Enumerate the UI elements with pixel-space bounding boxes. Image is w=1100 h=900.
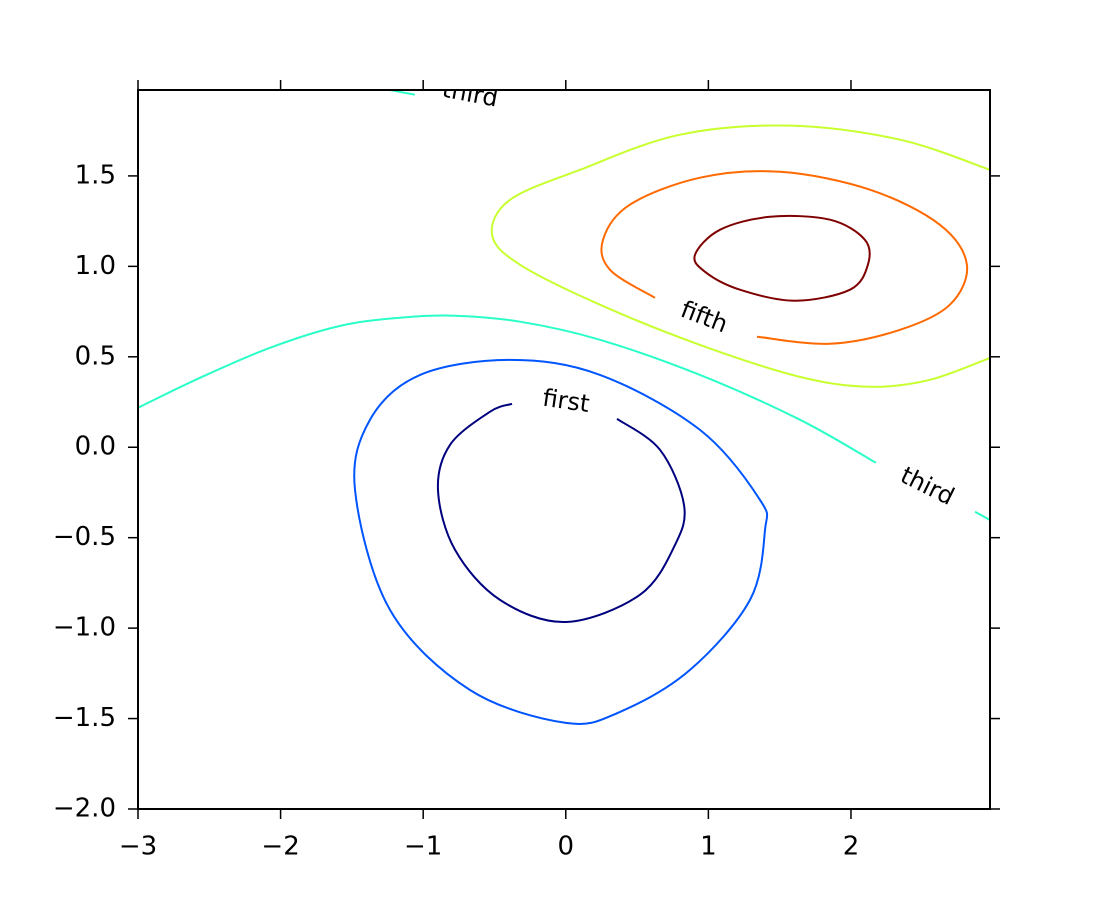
y-tick-label: −0.5 bbox=[53, 522, 116, 552]
x-tick-label: −3 bbox=[119, 832, 157, 862]
y-tick-label: −1.0 bbox=[53, 613, 116, 643]
contour-line bbox=[353, 358, 769, 725]
y-tick-label: 1.0 bbox=[75, 251, 116, 281]
x-tick-label: 0 bbox=[558, 832, 575, 862]
contour-label: first bbox=[541, 384, 591, 418]
y-tick-label: 0.0 bbox=[75, 432, 116, 462]
y-tick-label: 1.5 bbox=[75, 160, 116, 190]
contour-line bbox=[387, 90, 416, 96]
y-tick-label: −1.5 bbox=[53, 703, 116, 733]
x-tick-label: −1 bbox=[404, 832, 442, 862]
x-tick-label: 2 bbox=[843, 832, 860, 862]
contour-line bbox=[600, 170, 969, 345]
contour-line bbox=[490, 124, 990, 388]
y-tick-label: 0.5 bbox=[75, 341, 116, 371]
y-tick-label: −2.0 bbox=[53, 794, 116, 824]
x-tick-label: −2 bbox=[261, 832, 299, 862]
contour-line bbox=[436, 402, 686, 624]
contour-line bbox=[693, 214, 871, 302]
axes-frame bbox=[137, 89, 991, 810]
x-tick-label: 1 bbox=[700, 832, 717, 862]
